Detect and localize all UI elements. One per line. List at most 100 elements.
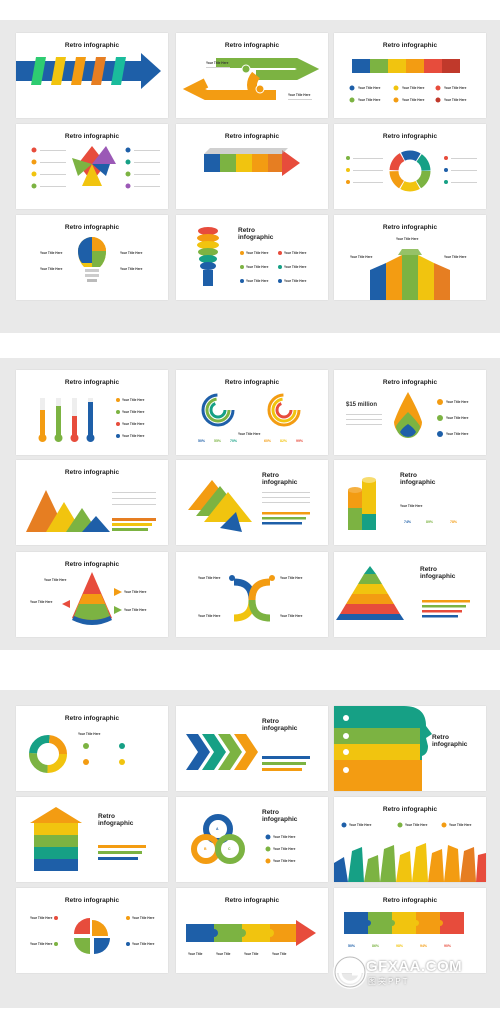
- item-title: Your Title Here: [206, 61, 229, 65]
- slide-arrow-ribbon[interactable]: Retro infographic: [16, 33, 168, 118]
- slide-title-line-2: infographic: [262, 816, 298, 823]
- curved-arrows-graphic: [229, 575, 275, 622]
- slide-column-stage[interactable]: Retro infographic Your Title Here Your T…: [334, 215, 486, 300]
- item-title: Your Title Here: [122, 410, 145, 414]
- item-title: Your Title Here: [246, 251, 269, 255]
- text-line: [134, 150, 160, 151]
- slide-exploded-pie[interactable]: Retro infographic Your Title Here Your T…: [16, 888, 168, 973]
- slide-title: Retro infographic: [382, 806, 438, 813]
- item-title: Your Title Here: [358, 98, 381, 102]
- text-line: [206, 67, 230, 68]
- stat-value: $15 million: [346, 402, 378, 408]
- slide-cone-layers[interactable]: Retro infographic Your Title Here Your T…: [16, 552, 168, 637]
- slide-block-row[interactable]: Retro infographic Your Title Here Your T…: [334, 33, 486, 118]
- slide-chevrons[interactable]: Retro infographic: [176, 706, 328, 791]
- pct-label: 86%: [372, 944, 380, 948]
- item-title: Your Title Here: [40, 267, 63, 271]
- text-line: [288, 99, 312, 100]
- item-title: Your Title Here: [284, 251, 307, 255]
- item-title: Your Title Here: [120, 251, 143, 255]
- slide-eco-bulb[interactable]: Retro infographic Your Title Here Your T…: [176, 215, 328, 300]
- slide-drop-layers[interactable]: Retro infographic $15 million Your Title…: [334, 370, 486, 455]
- text-line: [262, 492, 310, 493]
- pct-label: 90%: [444, 944, 452, 948]
- text-line: [353, 158, 383, 159]
- slide-double-arrow[interactable]: Retro infographic Your Title Here Your T…: [176, 33, 328, 118]
- slide-mountains[interactable]: Retro infographic: [16, 460, 168, 545]
- slide-head-profile[interactable]: Retro infographic: [334, 706, 486, 791]
- mountains-graphic: [26, 490, 156, 532]
- slide-bar-landscape[interactable]: Retro infographic Your Title Here Your T…: [334, 797, 486, 882]
- gfxaa-logo-icon: [333, 955, 367, 989]
- text-line: [40, 150, 66, 151]
- slide-cycle-loop[interactable]: Retro infographic Your Title Here: [16, 706, 168, 791]
- slide-venn-abc[interactable]: A B C Retro infographic Your Title Here …: [176, 797, 328, 882]
- slide-title-line-2: infographic: [238, 234, 274, 241]
- item-title: Your Title Here: [132, 942, 155, 946]
- slide-lightbulb[interactable]: Retro infographic Your Title Here Your T…: [16, 215, 168, 300]
- item-title: Your Title Here: [349, 823, 372, 827]
- venn-letter: C: [228, 847, 231, 851]
- slide-title-line-2: infographic: [400, 479, 436, 486]
- donut-ring-graphic: [346, 150, 448, 192]
- text-line: [346, 419, 382, 420]
- slide-radial-progress[interactable]: Retro infographic Your Title Here 50% 55…: [176, 370, 328, 455]
- item-title: Your Title Here: [396, 237, 419, 241]
- slide-title: Retro infographic: [64, 561, 120, 568]
- pct-label: 94%: [420, 944, 428, 948]
- text-line: [353, 170, 383, 171]
- item-title: Your Title Here: [446, 416, 469, 420]
- item-title: Your Title Here: [122, 398, 145, 402]
- pct-label: 99%: [296, 439, 304, 443]
- item-title: Your Title Here: [122, 422, 145, 426]
- slide-title-line-1: Retro: [262, 718, 279, 725]
- slide-puzzle-arrow[interactable]: Retro infographic Your Title Your Title …: [176, 888, 328, 973]
- item-title: Your Title Here: [288, 93, 311, 97]
- slide-title: Retro infographic: [382, 133, 438, 140]
- slide-title-line-2: infographic: [262, 725, 298, 732]
- text-line: [112, 492, 156, 493]
- arrow-ribbon-graphic: [16, 53, 161, 89]
- slide-thermometers[interactable]: Retro infographic Your Title Here Your T…: [16, 370, 168, 455]
- slide-title: Retro infographic: [382, 224, 438, 231]
- item-title: Your Title Here: [284, 265, 307, 269]
- thermometer-graphic: [38, 398, 120, 442]
- item-title: Your Title Here: [124, 590, 147, 594]
- slide-title-line-2: infographic: [98, 820, 134, 827]
- slide-donut-ring[interactable]: Retro infographic: [334, 124, 486, 209]
- pct-label: 70%: [230, 439, 238, 443]
- slide-curved-arrows[interactable]: Your Title Here Your Title Here Your Tit…: [176, 552, 328, 637]
- item-title: Your Title Here: [273, 847, 296, 851]
- item-title: Your Title: [188, 952, 203, 956]
- item-title: Your Title Here: [246, 279, 269, 283]
- slide-star-cube[interactable]: Retro infographic: [16, 124, 168, 209]
- hexagon-columns-graphic: [348, 477, 376, 530]
- text-line: [112, 498, 156, 499]
- pct-label: 89%: [426, 520, 434, 524]
- item-title: Your Title Here: [30, 600, 53, 604]
- house-stack-graphic: [30, 807, 146, 871]
- star-cube-graphic: [31, 146, 131, 189]
- text-line: [40, 186, 66, 187]
- slide-house-stack[interactable]: Retro infographic: [16, 797, 168, 882]
- slide-3d-arrow-blocks[interactable]: Retro infographic: [176, 124, 328, 209]
- text-line: [134, 174, 160, 175]
- double-arrow-graphic: [182, 58, 320, 100]
- slide-3d-layers-arrow[interactable]: Retro infographic: [176, 460, 328, 545]
- item-title: Your Title: [216, 952, 231, 956]
- item-title: Your Title Here: [198, 614, 221, 618]
- item-title: Your Title Here: [400, 504, 423, 508]
- item-title: Your Title Here: [273, 835, 296, 839]
- slide-title-line-2: infographic: [432, 741, 468, 748]
- puzzle-arrow-graphic: [186, 920, 316, 946]
- item-title: Your Title Here: [44, 578, 67, 582]
- text-line: [262, 497, 310, 498]
- slide-hexagon-columns[interactable]: Retro infographic Your Title Here 74% 89…: [334, 460, 486, 545]
- item-title: Your Title Here: [446, 432, 469, 436]
- slide-title: Retro infographic: [224, 133, 280, 140]
- slide-pyramid[interactable]: Retro infographic: [334, 552, 486, 637]
- text-line: [451, 170, 477, 171]
- item-title: Your Title Here: [405, 823, 428, 827]
- slide-title-line-1: Retro: [262, 472, 279, 479]
- slide-title: Retro infographic: [64, 897, 120, 904]
